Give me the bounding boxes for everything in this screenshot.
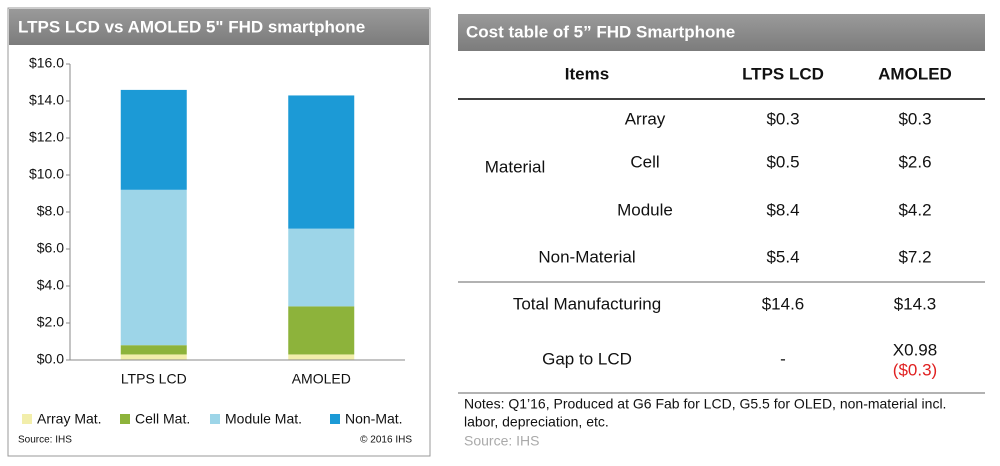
cell: Total Manufacturing [513,294,661,313]
x-tick-label: LTPS LCD [121,371,187,387]
cell: $14.6 [762,294,805,313]
legend-label: Cell Mat. [135,411,190,427]
cell: Array [625,109,666,128]
cell: $4.2 [898,200,931,219]
header: LTPS LCD [742,64,824,83]
chart-panel [7,7,431,457]
chart-copyright: © 2016 IHS [360,435,412,446]
cell: $0.5 [766,152,799,171]
bar-segment [288,354,355,360]
rows: Array $0.3 $0.3 Cell $0.5 $2.6 Module $8.4 $4.2 N… [513,109,936,313]
y-tick-label: $12.0 [29,129,64,145]
cell: Non-Material [538,247,635,266]
cell: Cell [630,152,659,171]
legend-label: Array Mat. [37,411,102,427]
y-tick-label: $14.0 [29,92,64,108]
cell: $5.4 [766,247,799,266]
y-tick-label: $4.0 [37,277,64,293]
bar-segment [120,189,187,346]
legend-swatch [120,414,130,424]
group-label: Material [485,157,545,176]
y-tick-label: $8.0 [37,203,64,219]
note: Notes: Q1’16, Produced at G6 Fab for LCD… [464,396,946,412]
bar-segment [288,228,355,307]
header: Items [565,64,609,83]
bar-segment [288,306,355,355]
cell: $7.2 [898,247,931,266]
cell: X0.98 [893,340,937,359]
table-title-bar [458,14,985,51]
chart-title-bar [9,9,429,45]
legend-label: Module Mat. [225,411,302,427]
cell: $14.3 [894,294,937,313]
legend-label: Non-Mat. [345,411,403,427]
chart-title: LTPS LCD vs AMOLED 5" FHD smartphone [18,17,365,36]
legend-swatch [330,414,340,424]
x-tick-label: AMOLED [292,371,351,387]
bar-segment [120,345,187,355]
y-tick-label: $6.0 [37,240,64,256]
cell: ($0.3) [893,360,937,379]
cell: $2.6 [898,152,931,171]
cell: - [780,349,786,368]
cell: Gap to LCD [542,349,632,368]
y-tick-label: $16.0 [29,55,64,71]
cell: $8.4 [766,200,799,219]
table-title: Cost table of 5” FHD Smartphone [466,22,735,41]
legend-swatch [22,414,32,424]
cell: $0.3 [766,109,799,128]
y-tick-label: $0.0 [37,351,64,367]
bar-segment [288,95,355,229]
table-source: Source: IHS [464,433,539,449]
legend-swatch [210,414,220,424]
note: labor, depreciation, etc. [464,414,609,430]
header: AMOLED [878,64,952,83]
chart-source: Source: IHS [18,435,72,446]
bar-segment [120,354,187,360]
y-tick-label: $2.0 [37,314,64,330]
cell: $0.3 [898,109,931,128]
y-tick-label: $10.0 [29,166,64,182]
cell: Module [617,200,673,219]
bar-segment [120,89,187,190]
